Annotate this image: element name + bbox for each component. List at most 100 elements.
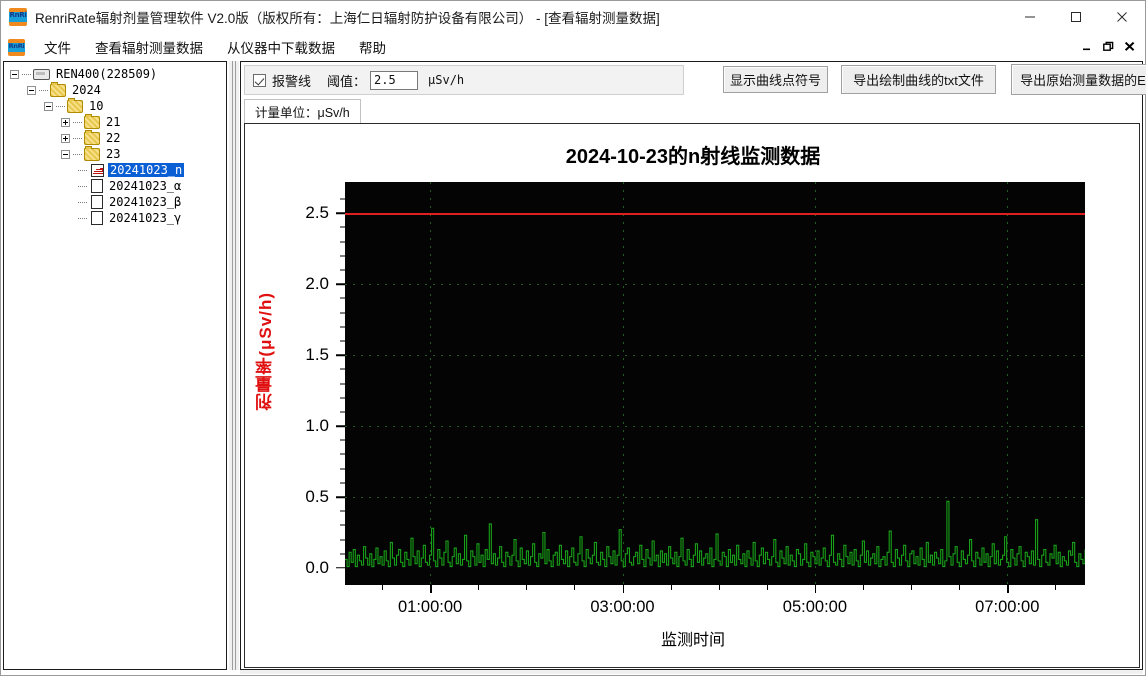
menu-item-download-from-device[interactable]: 从仪器中下载数据 (227, 41, 335, 56)
threshold-input[interactable]: 2.5 (370, 70, 419, 90)
window-title: RenriRate辐射剂量管理软件 V2.0版（版权所有：上海仁日辐射防护设备有… (35, 11, 660, 26)
tree-node[interactable]: 23 (4, 145, 226, 162)
chart-y-minor-tick (340, 468, 345, 470)
export-curve-txt-button[interactable]: 导出绘制曲线的txt文件 (841, 65, 996, 94)
chart-y-tick-mark (336, 425, 345, 427)
work-area: REN400(228509) 2024 10 21 22 23 20241023_n 2024… (2, 61, 1146, 675)
chart-x-minor-tick (911, 585, 913, 590)
menu-item-file[interactable]: 文件 (44, 41, 71, 56)
tree-node-label[interactable]: 21 (106, 115, 121, 129)
folder-icon (84, 145, 100, 161)
data-tree-panel[interactable]: REN400(228509) 2024 10 21 22 23 20241023_n 2024… (3, 61, 227, 670)
computer-icon (33, 68, 50, 80)
tree-connector (73, 121, 83, 123)
horizontal-scroll-strip[interactable] (240, 670, 1143, 674)
folder-icon (50, 81, 66, 97)
chart-y-minor-tick (340, 198, 345, 200)
chart-y-tick-mark (336, 567, 345, 569)
tree-node-label[interactable]: REN400(228509) (56, 67, 158, 81)
file-icon (91, 179, 103, 193)
expand-node-icon[interactable] (61, 133, 70, 143)
chart-y-minor-tick (340, 368, 345, 370)
expand-node-icon[interactable] (61, 117, 70, 127)
chart-series-path (345, 501, 1085, 566)
menu-item-view-measurement-data[interactable]: 查看辐射测量数据 (95, 41, 203, 56)
collapse-node-icon[interactable] (44, 101, 53, 111)
chart-y-minor-tick (340, 553, 345, 555)
tree-node[interactable]: 21 (4, 113, 226, 130)
chart-y-minor-tick (340, 255, 345, 257)
tree-node[interactable]: REN400(228509) (4, 66, 226, 82)
maximize-button[interactable] (1053, 1, 1099, 33)
menu-bar: 文件 查看辐射测量数据 从仪器中下载数据 帮助 (1, 33, 1145, 61)
tree-node[interactable]: 20241023_n (4, 162, 226, 178)
folder-icon (67, 97, 83, 113)
tree-node-label[interactable]: 2024 (72, 83, 101, 97)
show-curve-point-symbols-button[interactable]: 显示曲线点符号 (723, 66, 828, 93)
tree-node-label[interactable]: 23 (106, 147, 121, 161)
chart-y-minor-tick (340, 397, 345, 399)
tree-node[interactable]: 10 (4, 97, 226, 114)
chart-gridline-horizontal (345, 497, 1085, 499)
alarm-line-label: 报警线 (272, 73, 312, 89)
chart-y-minor-tick (340, 411, 345, 413)
tree-node-label[interactable]: 20241023_n (108, 163, 185, 177)
file-icon (91, 211, 103, 225)
chart-x-minor-tick (526, 585, 528, 590)
chart-y-axis-label: 剂量率(μSv/h) (256, 292, 275, 411)
alarm-options-bar: 报警线 阈值： 2.5 μSv/h (244, 65, 684, 95)
tree-node[interactable]: 22 (4, 129, 226, 146)
tree-node[interactable]: 20241023_γ (4, 210, 226, 226)
chart-y-minor-tick (340, 524, 345, 526)
chart-y-tick-label: 1.0 (305, 416, 329, 436)
mdi-restore-button[interactable] (1097, 34, 1119, 58)
chart-x-tick-label: 03:00:00 (590, 598, 655, 616)
chart-y-tick-label: 0.5 (305, 487, 329, 507)
data-tree[interactable]: REN400(228509) 2024 10 21 22 23 20241023_n 2024… (4, 62, 226, 226)
tree-connector (73, 137, 83, 139)
collapse-node-icon[interactable] (27, 85, 36, 95)
tree-node[interactable]: 20241023_β (4, 194, 226, 210)
chart-x-minor-tick (574, 585, 576, 590)
export-raw-excel-button[interactable]: 导出原始测量数据的Excel文件 (1011, 64, 1146, 95)
tree-node-label[interactable]: 20241023_α (109, 179, 182, 193)
mdi-minimize-button[interactable] (1075, 34, 1097, 58)
panel-splitter[interactable] (229, 61, 239, 670)
tree-node-label[interactable]: 20241023_β (109, 195, 182, 209)
tree-node[interactable]: 2024 (4, 81, 226, 98)
chart-x-minor-tick (478, 585, 480, 590)
minimize-button[interactable] (1007, 1, 1053, 33)
tree-node-label[interactable]: 22 (106, 131, 121, 145)
threshold-label: 阈值： (327, 73, 367, 89)
chart-y-minor-tick (340, 241, 345, 243)
chart-x-minor-tick (863, 585, 864, 590)
chart-alarm-threshold-line (345, 213, 1085, 216)
collapse-node-icon[interactable] (10, 69, 19, 79)
tree-node-label[interactable]: 20241023_γ (109, 211, 182, 225)
chart-y-tick-mark (336, 212, 345, 214)
close-button[interactable] (1099, 1, 1145, 33)
chart-x-minor-tick (959, 585, 961, 590)
chart-y-minor-tick (340, 340, 345, 342)
measurement-unit-tab[interactable]: 计量单位：μSv/h (244, 99, 361, 123)
tree-connector (78, 217, 88, 219)
renrirate-logo-icon (8, 38, 25, 56)
alarm-line-checkbox[interactable] (253, 73, 266, 87)
chart-x-tick-mark (1007, 585, 1009, 593)
chart-y-minor-tick (340, 297, 345, 299)
chart-plot-area[interactable] (345, 182, 1085, 585)
menu-item-help[interactable]: 帮助 (359, 41, 386, 56)
collapse-node-icon[interactable] (61, 149, 70, 159)
chart-y-tick-mark (336, 283, 345, 285)
mdi-close-button[interactable] (1119, 34, 1141, 58)
tree-node[interactable]: 20241023_α (4, 178, 226, 194)
title-bar: RenriRate辐射剂量管理软件 V2.0版（版权所有：上海仁日辐射防护设备有… (1, 1, 1145, 33)
chart-x-minor-tick (382, 585, 383, 590)
chart-y-tick-label: 0.0 (305, 557, 329, 577)
chart-y-tick-label: 2.0 (305, 274, 329, 294)
chart-x-minor-tick (1055, 585, 1057, 590)
chart-y-minor-tick (340, 453, 345, 455)
chart-x-tick-label: 07:00:00 (975, 598, 1040, 616)
tree-node-label[interactable]: 10 (89, 99, 104, 113)
